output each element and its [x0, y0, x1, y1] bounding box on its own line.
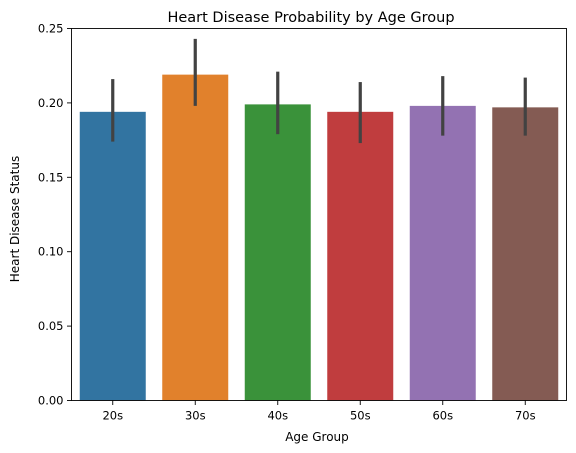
x-axis: 20s 30s 40s 50s 60s 70s	[102, 400, 536, 423]
x-tick-label-50s: 50s	[350, 409, 371, 423]
bars	[79, 74, 559, 401]
bar-60s	[409, 105, 476, 401]
x-tick-label-70s: 70s	[515, 409, 536, 423]
x-axis-label: Age Group	[285, 430, 349, 444]
y-tick-label-0.20: 0.20	[38, 96, 64, 110]
bar-70s	[492, 107, 559, 401]
bar-30s	[162, 74, 229, 401]
x-tick-label-20s: 20s	[102, 409, 123, 423]
error-bars	[111, 38, 527, 144]
y-tick-label-0.10: 0.10	[38, 245, 64, 259]
chart-title: Heart Disease Probability by Age Group	[167, 10, 454, 26]
bar-20s	[79, 111, 146, 401]
x-tick-label-30s: 30s	[185, 409, 206, 423]
y-axis: 0.00 0.05 0.10 0.15 0.20 0.25	[38, 22, 72, 408]
x-tick-label-40s: 40s	[267, 409, 288, 423]
bar-40s	[244, 104, 311, 401]
plot-frame	[71, 28, 567, 401]
y-axis-label: Heart Disease Status	[8, 156, 22, 282]
y-tick-label-0.00: 0.00	[38, 394, 64, 408]
y-tick-label-0.15: 0.15	[38, 170, 64, 184]
y-tick-label-0.25: 0.25	[38, 22, 64, 36]
y-tick-label-0.05: 0.05	[38, 319, 64, 333]
x-tick-label-60s: 60s	[432, 409, 453, 423]
bar-50s	[327, 111, 394, 401]
